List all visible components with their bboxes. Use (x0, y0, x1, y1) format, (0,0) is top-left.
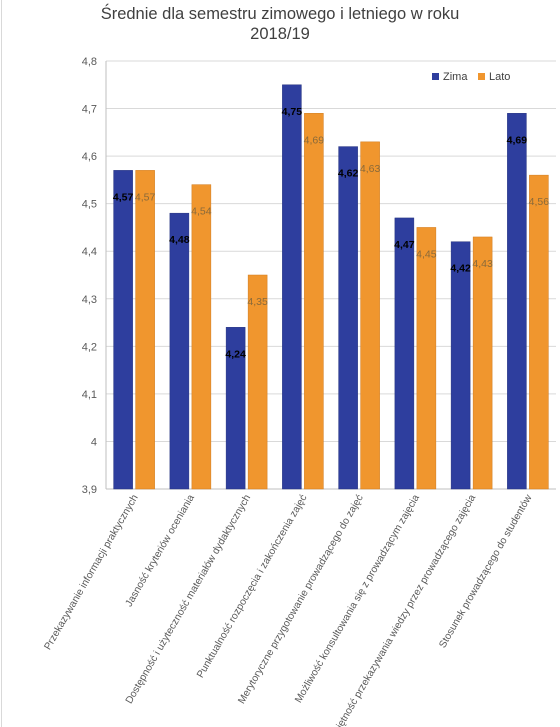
data-label-lato: 4,35 (247, 296, 268, 308)
legend-swatch-zima (432, 73, 439, 80)
y-tick-label: 4,5 (82, 199, 97, 211)
x-category-label: Stosunek prowadzącego do studentów (437, 492, 534, 650)
y-tick-label: 4,3 (82, 294, 97, 306)
data-label-zima: 4,48 (169, 234, 190, 246)
data-label-lato: 4,56 (529, 196, 550, 208)
chart-title-line2: 2018/19 (250, 25, 310, 43)
legend-swatch-lato (478, 73, 485, 80)
data-label-zima: 4,69 (507, 134, 528, 146)
bar-zima (113, 170, 133, 490)
x-category-label: Dostępność i użyteczność materiałów dyda… (124, 493, 253, 706)
y-tick-label: 4,7 (82, 104, 97, 116)
y-tick-label: 4,1 (82, 389, 97, 401)
chart-border (1, 0, 2, 727)
bar-lato (191, 184, 212, 490)
y-tick-label: 4,8 (82, 56, 97, 68)
data-label-lato: 4,63 (360, 163, 381, 175)
y-tick-label: 3,9 (82, 484, 97, 496)
bar-lato (360, 141, 380, 490)
bar-zima (450, 241, 471, 490)
bar-zima (282, 84, 302, 490)
data-label-lato: 4,54 (191, 206, 212, 218)
bar-lato (135, 170, 155, 490)
chart-title: Średnie dla semestru zimowego i letniego… (0, 4, 560, 44)
data-label-lato: 4,43 (472, 258, 493, 270)
data-label-lato: 4,45 (416, 248, 437, 260)
bar-zima (225, 327, 246, 490)
chart-title-line1: Średnie dla semestru zimowego i letniego… (100, 5, 460, 23)
bar-lato (304, 113, 324, 490)
legend-label-zima: Zima (443, 71, 468, 83)
bar-zima (507, 113, 527, 490)
bar-lato (529, 174, 549, 490)
data-label-lato: 4,69 (304, 134, 325, 146)
x-category-label: Merytoryczne przygotowanie prowadzącego … (236, 493, 365, 706)
data-label-zima: 4,42 (450, 263, 471, 275)
data-label-zima: 4,75 (282, 106, 303, 118)
y-tick-label: 4 (91, 436, 97, 448)
data-label-zima: 4,62 (338, 168, 359, 180)
bar-zima (169, 212, 190, 490)
data-label-lato: 4,57 (135, 191, 156, 203)
bar-lato (472, 236, 493, 490)
legend-label-lato: Lato (489, 71, 510, 83)
bar-lato (247, 274, 268, 490)
x-category-label: Punktualność rozpoczęcia i zakończenia z… (195, 493, 309, 680)
y-tick-label: 4,2 (82, 341, 97, 353)
y-tick-label: 4,4 (82, 246, 97, 258)
y-tick-label: 4,6 (82, 151, 97, 163)
x-category-label: Możliwość konsultowania się z prowadzący… (293, 493, 422, 705)
bar-zima (338, 146, 358, 490)
data-label-zima: 4,24 (225, 348, 246, 360)
data-label-zima: 4,47 (394, 239, 415, 251)
bar-lato (416, 227, 437, 490)
data-label-zima: 4,57 (113, 191, 134, 203)
bar-zima (394, 217, 415, 490)
x-category-label: Przekazywanie informacji praktycznych (43, 493, 141, 652)
